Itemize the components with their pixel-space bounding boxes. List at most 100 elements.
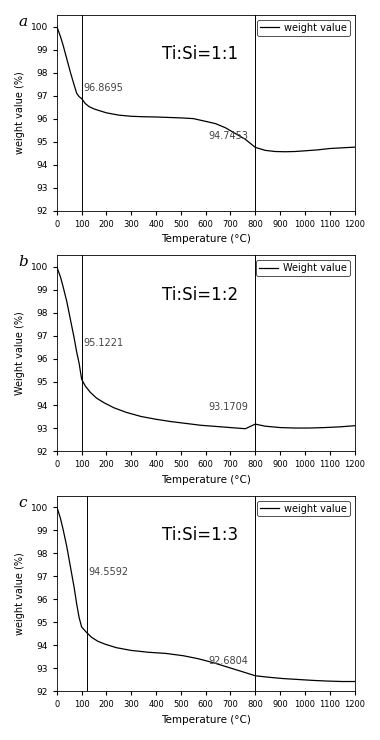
X-axis label: Temperature (°C): Temperature (°C) bbox=[161, 715, 250, 725]
weight value bbox=[74, 89, 79, 98]
Weight value bbox=[79, 374, 84, 383]
weight value bbox=[302, 147, 307, 155]
Weight value bbox=[102, 398, 106, 407]
Text: 92.6804: 92.6804 bbox=[208, 656, 248, 666]
weight value bbox=[283, 147, 287, 156]
weight value bbox=[146, 648, 151, 656]
weight value bbox=[56, 506, 60, 515]
Weight value bbox=[154, 415, 158, 424]
weight value bbox=[164, 649, 168, 658]
weight value bbox=[79, 94, 84, 103]
Text: a: a bbox=[18, 15, 27, 29]
weight value bbox=[265, 673, 270, 682]
Y-axis label: weight value (%): weight value (%) bbox=[15, 552, 25, 635]
weight value bbox=[129, 112, 133, 121]
Legend: weight value: weight value bbox=[256, 500, 350, 517]
weight value bbox=[203, 117, 208, 126]
weight value bbox=[95, 637, 100, 646]
Weight value bbox=[184, 419, 188, 428]
weight value bbox=[58, 33, 63, 41]
weight value bbox=[114, 643, 119, 652]
weight value bbox=[77, 613, 81, 622]
weight value bbox=[211, 658, 215, 667]
weight value bbox=[55, 502, 59, 511]
weight value bbox=[61, 525, 65, 534]
weight value bbox=[92, 104, 96, 113]
X-axis label: Temperature (°C): Temperature (°C) bbox=[161, 235, 250, 244]
Weight value bbox=[293, 423, 297, 432]
weight value bbox=[273, 147, 277, 156]
Weight value bbox=[352, 421, 357, 430]
weight value bbox=[280, 674, 285, 683]
weight value bbox=[65, 54, 69, 63]
weight value bbox=[226, 663, 230, 672]
Weight value bbox=[61, 282, 65, 291]
Weight value bbox=[58, 273, 63, 282]
weight value bbox=[61, 41, 65, 50]
Line: weight value: weight value bbox=[57, 507, 355, 682]
Line: Weight value: Weight value bbox=[57, 267, 355, 428]
Weight value bbox=[307, 423, 312, 432]
Text: Ti:Si=1:3: Ti:Si=1:3 bbox=[162, 526, 238, 544]
weight value bbox=[97, 106, 101, 115]
Weight value bbox=[56, 266, 60, 275]
weight value bbox=[129, 646, 133, 655]
Legend: weight value: weight value bbox=[256, 20, 350, 36]
Weight value bbox=[68, 315, 73, 324]
Weight value bbox=[169, 417, 173, 426]
Weight value bbox=[323, 423, 327, 432]
weight value bbox=[72, 81, 76, 90]
weight value bbox=[89, 633, 94, 642]
weight value bbox=[58, 514, 63, 523]
Weight value bbox=[112, 403, 116, 412]
weight value bbox=[310, 676, 315, 684]
weight value bbox=[233, 129, 238, 138]
weight value bbox=[79, 622, 84, 631]
weight value bbox=[87, 102, 91, 111]
weight value bbox=[352, 143, 357, 152]
Text: Ti:Si=1:1: Ti:Si=1:1 bbox=[162, 45, 238, 63]
Weight value bbox=[228, 423, 233, 432]
weight value bbox=[263, 146, 268, 155]
weight value bbox=[83, 99, 88, 108]
Weight value bbox=[72, 334, 76, 343]
weight value bbox=[325, 676, 329, 685]
Text: 95.1221: 95.1221 bbox=[84, 338, 124, 349]
Y-axis label: Weight value (%): Weight value (%) bbox=[15, 312, 25, 395]
weight value bbox=[56, 25, 60, 34]
weight value bbox=[68, 68, 73, 77]
weight value bbox=[223, 124, 228, 132]
weight value bbox=[340, 144, 344, 152]
weight value bbox=[191, 114, 196, 123]
Weight value bbox=[263, 422, 268, 431]
Legend: Weight value: Weight value bbox=[256, 260, 350, 276]
weight value bbox=[84, 628, 89, 637]
weight value bbox=[65, 542, 69, 551]
weight value bbox=[241, 667, 245, 676]
Y-axis label: weight value (%): weight value (%) bbox=[15, 72, 25, 154]
Weight value bbox=[88, 388, 93, 397]
Text: 94.7453: 94.7453 bbox=[208, 131, 248, 141]
weight value bbox=[74, 599, 79, 608]
weight value bbox=[315, 146, 320, 155]
weight value bbox=[68, 562, 73, 571]
weight value bbox=[154, 112, 158, 121]
Weight value bbox=[337, 423, 342, 431]
Weight value bbox=[198, 421, 203, 430]
Weight value bbox=[253, 420, 258, 428]
Weight value bbox=[243, 424, 248, 433]
weight value bbox=[104, 108, 109, 117]
weight value bbox=[77, 92, 81, 101]
weight value bbox=[243, 135, 248, 144]
Weight value bbox=[55, 263, 59, 272]
weight value bbox=[166, 113, 171, 122]
weight value bbox=[117, 111, 121, 120]
weight value bbox=[328, 144, 332, 153]
weight value bbox=[213, 119, 218, 128]
Weight value bbox=[213, 422, 218, 431]
Weight value bbox=[278, 423, 282, 432]
weight value bbox=[295, 675, 300, 684]
Text: c: c bbox=[18, 496, 27, 510]
Weight value bbox=[77, 359, 81, 368]
Weight value bbox=[124, 408, 128, 417]
